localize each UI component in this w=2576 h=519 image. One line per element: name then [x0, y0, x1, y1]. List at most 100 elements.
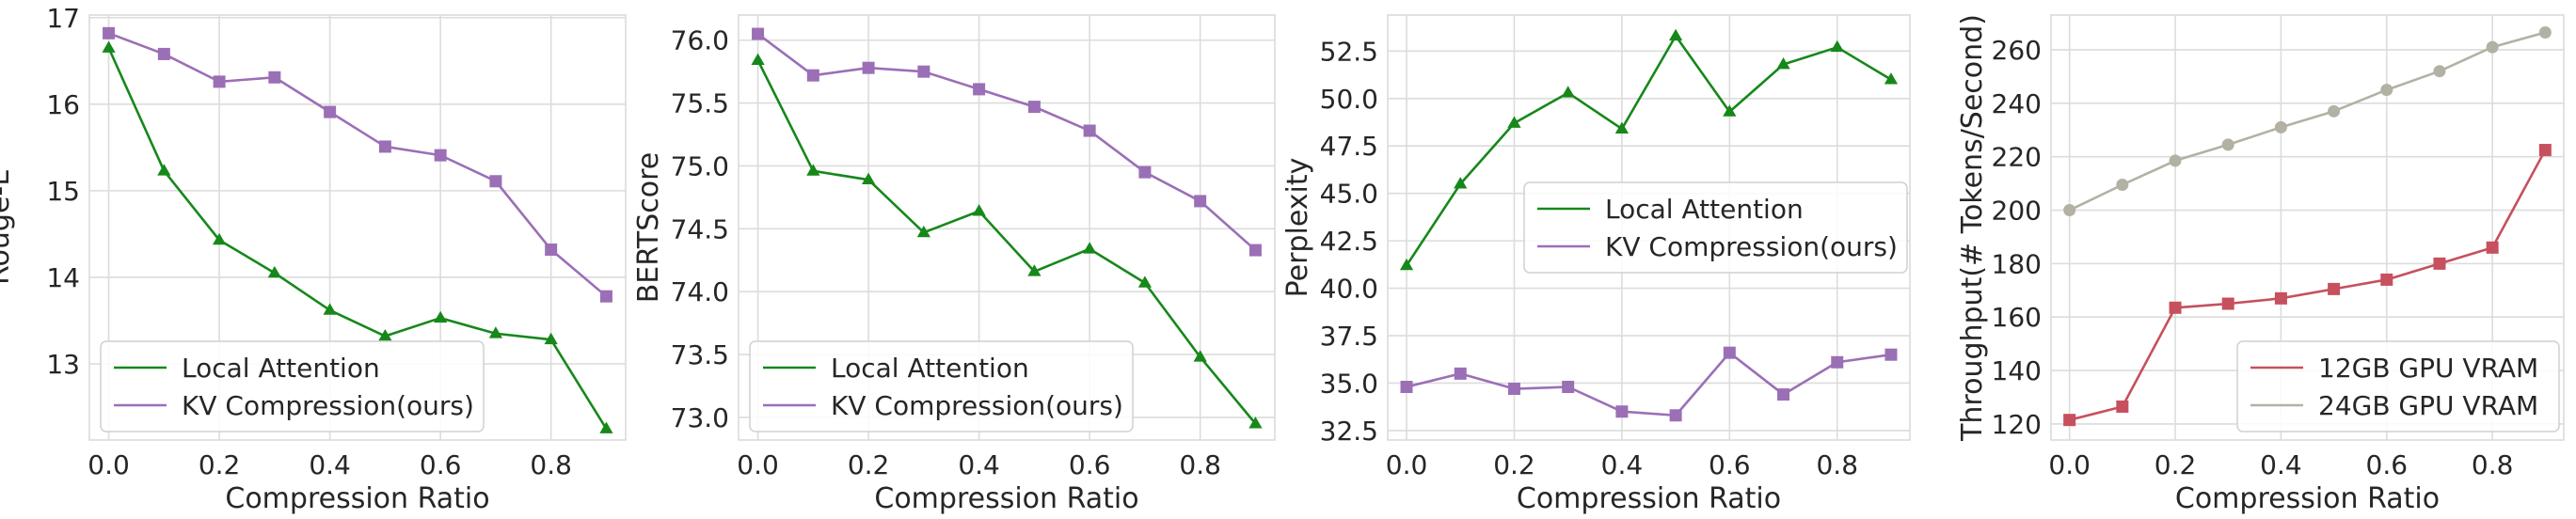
y-tick-label: 76.0 [671, 25, 729, 56]
y-tick-label: 240 [1992, 88, 2042, 119]
y-tick-label: 120 [1992, 409, 2042, 440]
x-axis-label: Compression Ratio [1517, 482, 1781, 515]
data-point [268, 71, 281, 84]
data-point [1248, 417, 1263, 429]
data-point [1507, 383, 1520, 396]
chart-panel-4: 120 140 160 180 200 220 240 260 0.0 0.2 0.4 0.6 0.8 C… [1956, 14, 2565, 515]
series-line-2 [756, 33, 1257, 252]
data-point [212, 232, 227, 245]
data-point [2486, 241, 2499, 254]
data-point [916, 225, 930, 238]
data-point [1776, 56, 1790, 70]
x-tick-label: 0.6 [420, 449, 462, 480]
y-axis-label: BERTScore [632, 152, 665, 304]
data-point [1830, 39, 1844, 53]
x-tick-label: 0.6 [1709, 449, 1751, 480]
data-point [1083, 242, 1097, 254]
data-point [1399, 258, 1414, 271]
data-point [2169, 154, 2182, 167]
legend-label: 24GB GPU VRAM [2318, 390, 2538, 421]
data-point [2063, 204, 2076, 217]
y-tick-label: 45.0 [1320, 179, 1378, 210]
data-point [1884, 72, 1899, 85]
data-point [267, 265, 281, 278]
y-tick-label: 180 [1992, 248, 2042, 279]
data-point [545, 243, 558, 256]
data-point [1884, 348, 1898, 361]
data-point [2433, 257, 2446, 270]
series-line-2 [108, 32, 608, 298]
series-line-1 [2069, 149, 2547, 421]
data-point [1561, 86, 1575, 98]
data-point [544, 332, 558, 345]
y-tick-label: 15 [46, 176, 80, 207]
data-point [488, 326, 503, 338]
legend-box [1523, 181, 1908, 274]
data-point [1137, 275, 1153, 288]
data-point [1723, 104, 1737, 117]
legend-label: Local Attention [182, 353, 380, 384]
series-line-2 [2069, 31, 2546, 212]
x-tick-label: 0.4 [958, 449, 1000, 480]
data-point [103, 26, 116, 39]
series-line-1 [756, 59, 1257, 425]
x-axis-label: Compression Ratio [2175, 482, 2440, 515]
y-tick-label: 75.5 [671, 88, 729, 119]
y-tick-label: 32.5 [1320, 416, 1378, 447]
series-line-1 [1405, 34, 1892, 267]
x-tick-label: 0.0 [737, 449, 779, 480]
data-point [1083, 124, 1096, 137]
x-tick-label: 0.6 [1069, 449, 1111, 480]
data-point [1614, 121, 1630, 134]
y-tick-label: 50.0 [1320, 84, 1378, 115]
data-point [2380, 273, 2393, 286]
data-point [2116, 179, 2129, 192]
data-point [1400, 381, 1413, 393]
data-point [1027, 101, 1041, 114]
y-tick-label: 74.0 [671, 276, 729, 307]
data-point [752, 27, 765, 40]
x-tick-label: 0.8 [530, 449, 572, 480]
x-tick-label: 0.8 [2472, 449, 2514, 480]
data-point [2538, 25, 2552, 39]
y-tick-label: 73.0 [671, 402, 729, 433]
data-point [1454, 177, 1468, 189]
y-tick-label: 220 [1992, 142, 2042, 173]
data-point [973, 83, 986, 96]
data-point [2486, 40, 2499, 54]
data-point [2328, 104, 2341, 118]
x-tick-label: 0.0 [1386, 449, 1428, 480]
legend-label: KV Compression(ours) [182, 390, 474, 421]
data-point [972, 204, 986, 216]
data-point [1248, 244, 1262, 257]
x-tick-label: 0.4 [1601, 449, 1644, 480]
y-tick-label: 13 [46, 349, 80, 380]
x-tick-label: 0.4 [309, 449, 351, 480]
data-point [1507, 116, 1521, 128]
x-tick-label: 0.6 [2366, 449, 2409, 480]
x-axis-label: Compression Ratio [225, 482, 489, 515]
data-point [489, 175, 502, 188]
data-point [2063, 414, 2076, 427]
y-tick-label: 260 [1992, 35, 2042, 66]
data-point [1454, 367, 1467, 380]
chart-panel-3: 32.5 35.0 37.5 40.0 42.5 45.0 47.5 50.0 52.5 0.0 0… [1281, 14, 1911, 515]
data-point [1193, 350, 1207, 362]
data-point [102, 40, 116, 53]
y-tick-label: 47.5 [1320, 131, 1378, 162]
series-line-1 [107, 47, 608, 430]
data-point [1777, 388, 1790, 401]
y-tick-label: 74.5 [671, 213, 729, 244]
data-point [861, 172, 876, 185]
x-tick-label: 0.2 [848, 449, 890, 480]
y-tick-label: 52.5 [1320, 36, 1378, 67]
data-point [2221, 297, 2234, 310]
data-point [1138, 165, 1152, 179]
data-point [2538, 144, 2552, 157]
y-tick-label: 35.0 [1320, 368, 1378, 399]
y-tick-label: 160 [1992, 302, 2042, 333]
data-point [323, 303, 337, 315]
x-tick-label: 0.4 [2260, 449, 2302, 480]
x-tick-label: 0.0 [87, 449, 130, 480]
